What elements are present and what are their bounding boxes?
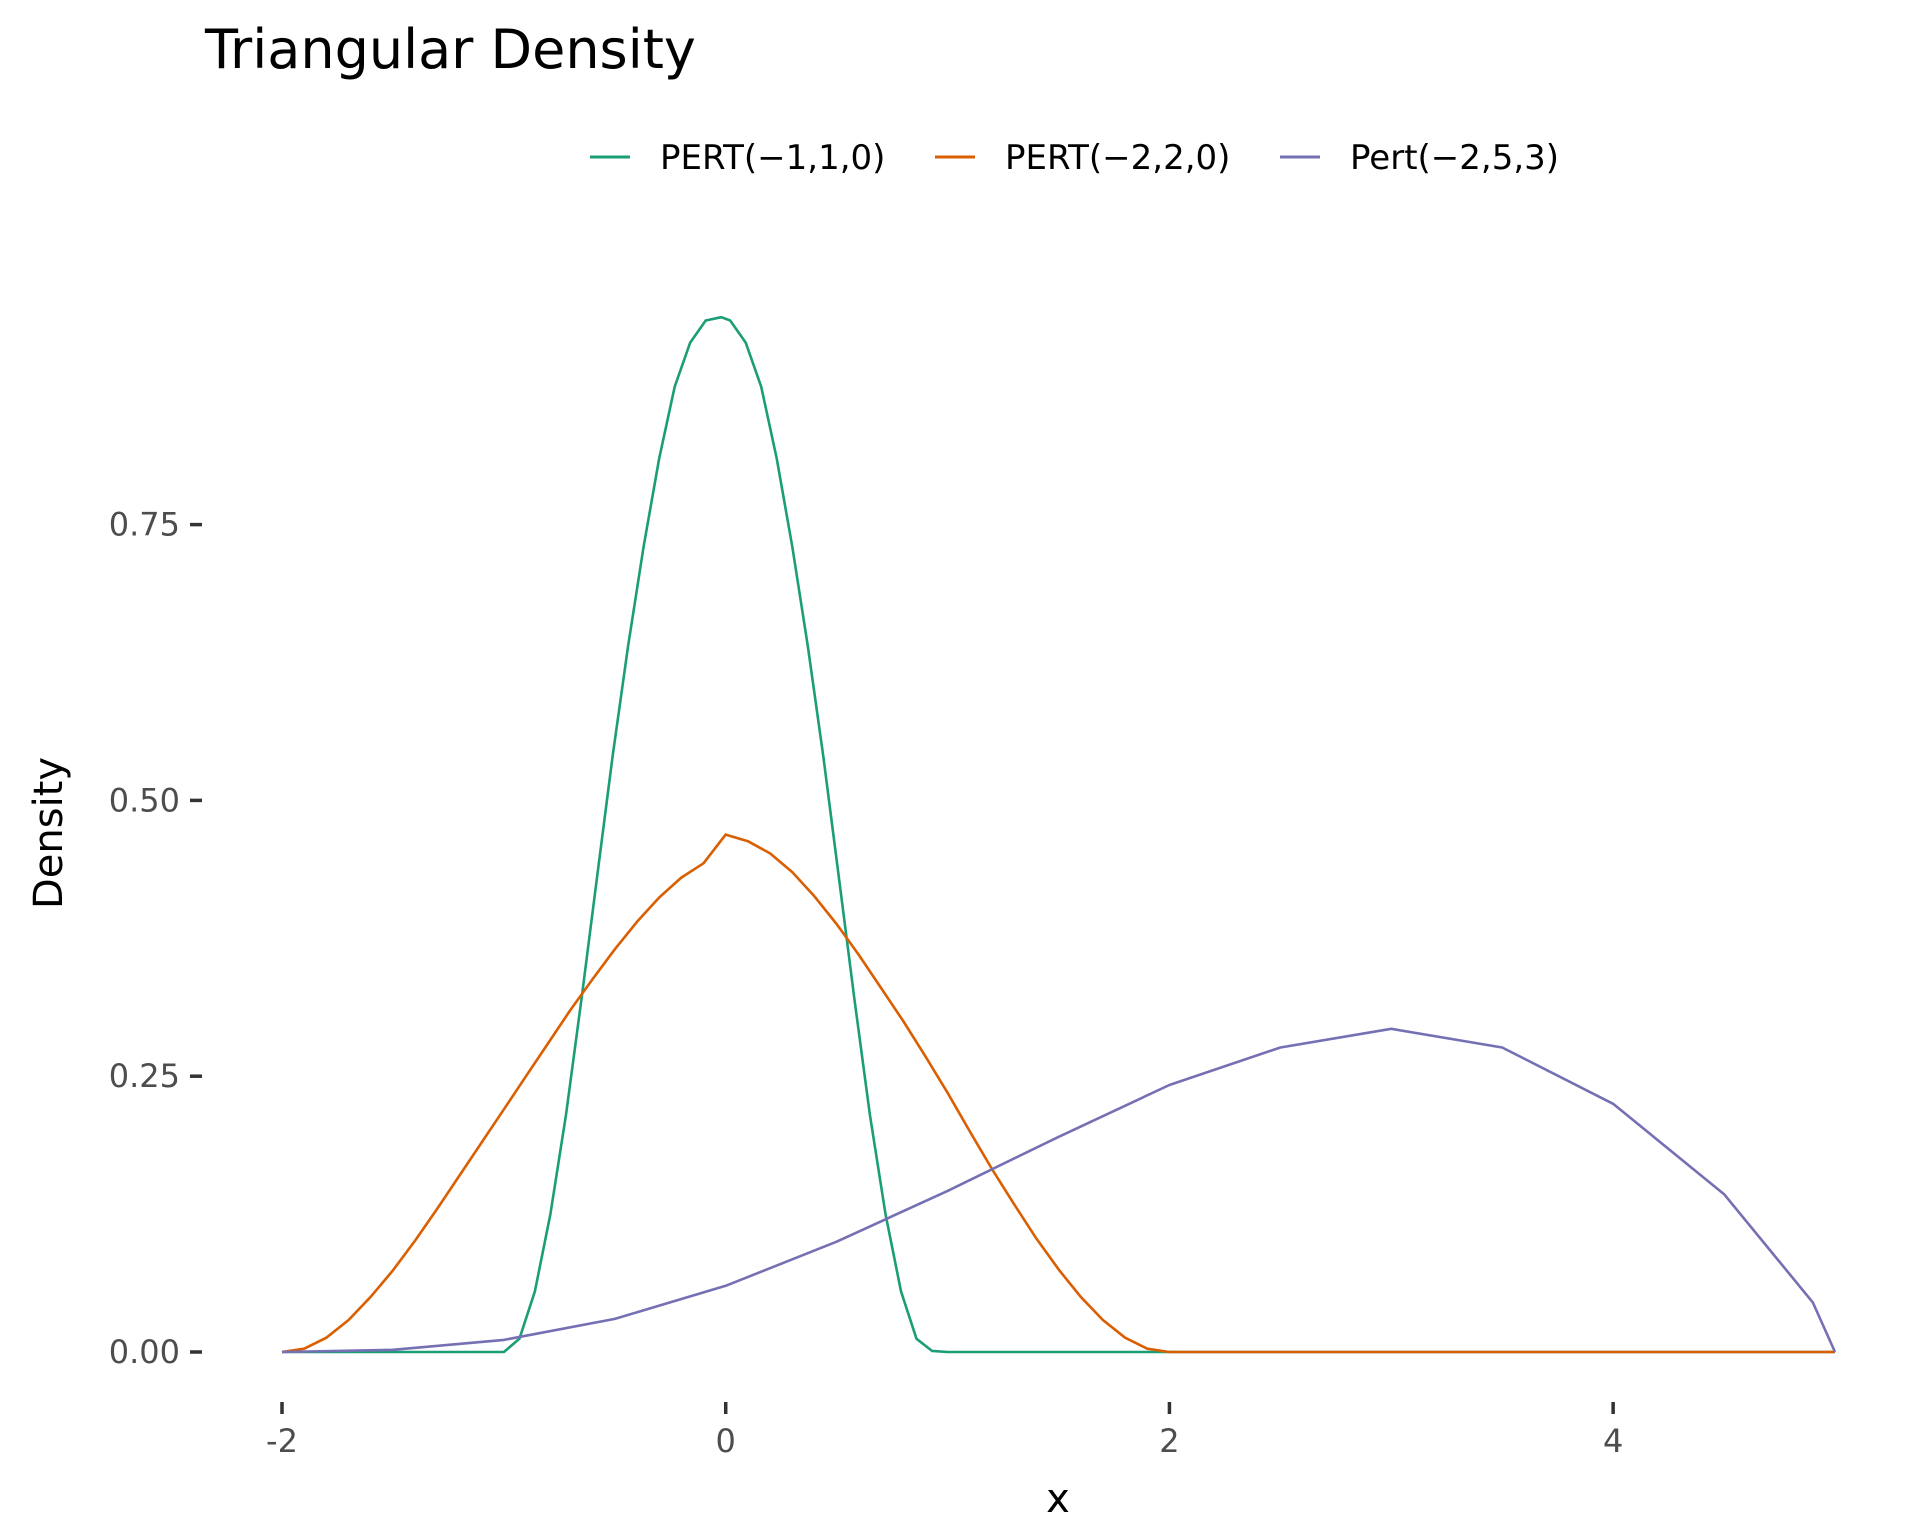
x-tick-label: 0 [716, 1422, 736, 1460]
legend: PERT(−1,1,0) PERT(−2,2,0) Pert(−2,5,3) [590, 138, 1559, 178]
y-tick-label: 0.50 [109, 781, 180, 819]
plot-area [281, 315, 1837, 1354]
y-axis: 0.00 0.25 0.50 0.75 [109, 506, 202, 1371]
x-axis: -2 0 2 4 [266, 1402, 1623, 1460]
y-axis-label: Density [26, 757, 72, 909]
y-tick-label: 0.00 [109, 1333, 180, 1371]
x-tick-label: 2 [1159, 1422, 1179, 1460]
legend-label-1: PERT(−1,1,0) [660, 138, 885, 178]
x-tick-label: -2 [266, 1422, 298, 1460]
series-line-2 [281, 833, 1835, 1354]
series-line-1 [282, 315, 1835, 1354]
x-axis-label: x [1046, 1476, 1070, 1522]
chart-title: Triangular Density [204, 18, 696, 81]
x-tick-label: 4 [1603, 1422, 1623, 1460]
legend-label-2: PERT(−2,2,0) [1005, 138, 1230, 178]
y-tick-label: 0.25 [109, 1057, 180, 1095]
y-tick-label: 0.75 [109, 506, 180, 544]
series-line-3 [281, 1027, 1837, 1354]
legend-label-3: Pert(−2,5,3) [1350, 138, 1559, 178]
